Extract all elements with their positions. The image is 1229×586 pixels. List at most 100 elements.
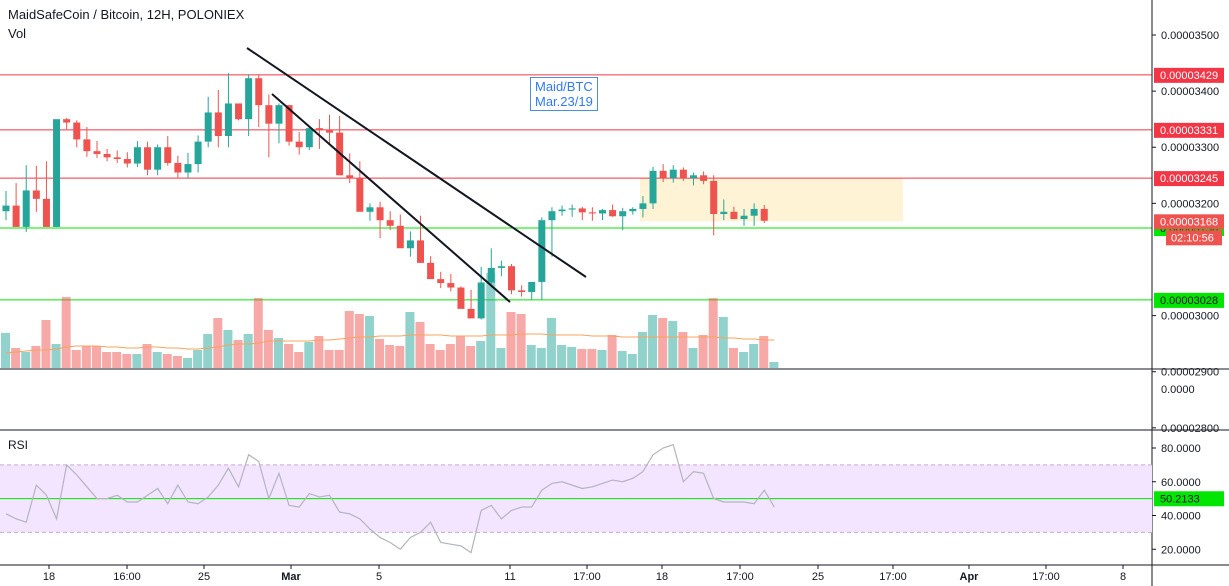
candle xyxy=(22,165,30,232)
candle xyxy=(406,231,414,257)
consolidation-box-layer xyxy=(640,178,903,222)
volume-label: Vol xyxy=(8,26,27,41)
candle-body xyxy=(548,211,556,221)
annotation-line-1: Maid/BTC xyxy=(535,79,593,94)
candle xyxy=(700,171,708,185)
candle-body xyxy=(123,159,131,164)
volume-bar xyxy=(415,322,425,368)
volume-bar xyxy=(597,350,607,368)
volume-bar xyxy=(51,344,61,368)
candle xyxy=(467,289,475,319)
candle xyxy=(447,274,455,292)
horizontal-lines-layer xyxy=(0,74,1152,301)
candle-body xyxy=(63,119,71,123)
time-tick-label: 25 xyxy=(812,571,824,583)
candle xyxy=(32,165,40,212)
candle-body xyxy=(315,128,323,131)
candle xyxy=(174,155,182,179)
volume-bar xyxy=(344,311,354,368)
time-tick-label: Mar xyxy=(281,571,301,583)
candle xyxy=(326,114,334,144)
candle-body xyxy=(305,128,313,148)
price-tick-label: 0.00003300 xyxy=(1161,142,1219,154)
candle xyxy=(649,166,657,209)
rsi-tick-label: 20.0000 xyxy=(1161,544,1201,556)
candle xyxy=(214,89,222,148)
time-tick-label: 17:00 xyxy=(879,571,907,583)
last-price-label-bg xyxy=(1154,214,1224,230)
volume-bar xyxy=(223,330,233,368)
candle xyxy=(366,203,374,221)
candle xyxy=(194,135,202,173)
price-tick-label: 0.00003400 xyxy=(1161,86,1219,98)
volume-bar xyxy=(102,352,112,368)
candle-body xyxy=(508,266,515,291)
volume-bar xyxy=(152,352,162,368)
candle xyxy=(164,136,172,166)
time-tick-label: 5 xyxy=(376,571,382,583)
volume-bar xyxy=(728,348,738,368)
candle xyxy=(558,205,566,216)
candle-body xyxy=(295,141,303,148)
candle xyxy=(629,207,637,215)
rsi-value-label: 50.2133 xyxy=(1160,493,1200,505)
consolidation-box xyxy=(640,178,903,222)
candle xyxy=(548,207,556,257)
rsi-label: RSI xyxy=(8,438,29,452)
candle xyxy=(42,161,50,227)
candle-body xyxy=(406,240,414,249)
candle xyxy=(538,217,546,300)
candle-body xyxy=(204,112,212,142)
volume-bar xyxy=(21,352,31,368)
candle-body xyxy=(113,157,121,160)
candle-body xyxy=(750,208,758,216)
time-tick-label: 18 xyxy=(656,571,668,583)
volume-bar xyxy=(273,338,283,368)
volume-bar xyxy=(364,316,374,368)
time-tick-label: 17:00 xyxy=(1032,571,1060,583)
volume-bar xyxy=(688,348,698,368)
volume-bar xyxy=(759,336,769,368)
candle-body xyxy=(174,162,182,173)
candle-body xyxy=(265,105,273,124)
countdown-label: 02:10:56 xyxy=(1171,232,1214,244)
volume-bar xyxy=(516,314,526,368)
volume-bar xyxy=(11,348,21,368)
candle xyxy=(204,96,212,148)
candle-body xyxy=(346,175,354,179)
candle-body xyxy=(720,211,728,215)
rsi-line xyxy=(5,443,775,554)
candle-body xyxy=(326,130,334,133)
chart-annotation[interactable]: Maid/BTC Mar.23/19 xyxy=(530,77,598,111)
candle xyxy=(53,119,61,227)
candle xyxy=(619,207,627,231)
support-price-label: 0.00003028 xyxy=(1160,295,1218,307)
chart-title: MaidSafeCoin / Bitcoin, 12H, POLONIEX xyxy=(8,7,245,22)
volume-bar xyxy=(354,314,364,368)
volume-bar xyxy=(213,318,223,368)
candle-body xyxy=(578,208,586,213)
candle-body xyxy=(730,211,738,220)
candles-layer xyxy=(2,73,768,320)
candle-body xyxy=(255,78,263,106)
volume-bar xyxy=(698,335,708,368)
volume-bar xyxy=(739,352,749,368)
volume-bar xyxy=(506,312,516,368)
rsi-tick-label: 60.0000 xyxy=(1161,477,1201,489)
candle-body xyxy=(669,169,677,179)
time-tick-label: 17:00 xyxy=(726,571,754,583)
candle-body xyxy=(2,205,10,212)
candle-body xyxy=(477,282,485,319)
rsi-pane xyxy=(0,443,1152,554)
candle xyxy=(73,120,81,148)
candle xyxy=(255,74,263,128)
rsi-tick-label: 80.0000 xyxy=(1161,443,1201,455)
candle xyxy=(508,263,515,295)
candle xyxy=(386,211,394,231)
candle xyxy=(265,94,273,158)
resistance-price-label: 0.00003429 xyxy=(1160,70,1218,82)
volume-bar xyxy=(263,330,273,368)
candle-body xyxy=(447,283,455,288)
candle-body xyxy=(184,164,192,173)
